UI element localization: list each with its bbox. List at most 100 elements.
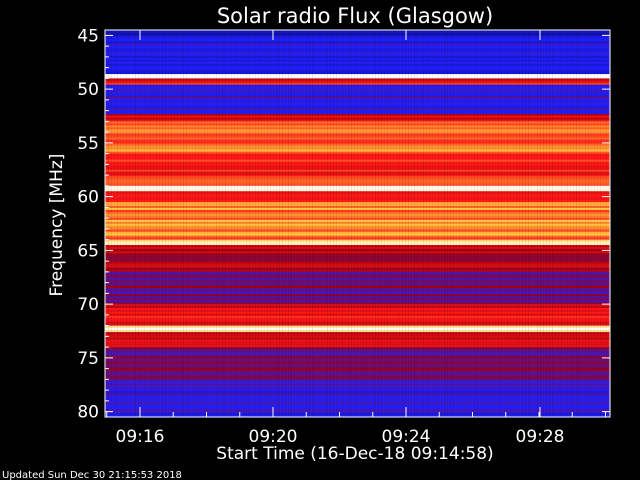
spectrogram-texture	[501, 30, 502, 417]
spectrogram-band-14	[105, 319, 610, 323]
spectrogram-band-13	[105, 288, 610, 291]
spectrogram-texture	[171, 30, 172, 417]
spectrogram-band-13	[105, 290, 610, 293]
spectrogram-band-14	[105, 304, 610, 307]
spectrogram-band-8	[105, 185, 610, 189]
spectrogram-texture	[363, 30, 364, 417]
spectrogram-band-1	[105, 35, 610, 39]
spectrogram-band-13	[105, 294, 610, 297]
spectrogram-band-10	[105, 221, 610, 225]
spectrogram-texture	[120, 30, 121, 417]
spectrogram-texture	[345, 30, 346, 417]
spectrogram-band-13	[105, 292, 610, 295]
spectrogram-band-18	[105, 391, 610, 394]
spectrogram-texture	[276, 30, 277, 417]
spectrogram-texture	[315, 30, 316, 417]
spectrogram-texture	[375, 30, 376, 417]
spectrogram-texture	[498, 30, 499, 417]
spectrogram-band-16	[105, 333, 610, 337]
spectrogram-texture	[570, 30, 571, 417]
spectrogram-band-18	[105, 411, 610, 414]
spectrogram-texture	[111, 30, 112, 417]
spectrogram-texture	[225, 30, 226, 417]
spectrogram-texture	[153, 30, 154, 417]
spectrogram-band-1	[105, 49, 610, 53]
spectrogram-texture	[213, 30, 214, 417]
spectrogram-texture	[252, 30, 253, 417]
spectrogram-band-7	[105, 161, 610, 165]
spectrogram-texture	[510, 30, 511, 417]
spectrogram-band-7	[105, 165, 610, 169]
spectrogram-band-4	[105, 86, 610, 90]
spectrogram-texture	[576, 30, 577, 417]
spectrogram-band-12	[105, 251, 610, 254]
spectrogram-band-1	[105, 51, 610, 55]
spectrogram-texture	[549, 30, 550, 417]
spectrogram-texture	[165, 30, 166, 417]
spectrogram-texture	[531, 30, 532, 417]
spectrogram-band-10	[105, 205, 610, 209]
spectrogram-band-6	[105, 123, 610, 127]
spectrogram-band-10	[105, 213, 610, 217]
spectrogram-band-12	[105, 267, 610, 271]
spectrogram-band-1	[105, 39, 610, 43]
spectrogram-band-11	[105, 243, 610, 246]
spectrogram-band-14	[105, 321, 610, 325]
spectrogram-band-7	[105, 159, 610, 163]
spectrogram-band-9	[105, 193, 610, 197]
spectrogram-band-12	[105, 257, 610, 261]
spectrogram-band-8	[105, 187, 610, 191]
spectrogram-band-18	[105, 393, 610, 396]
spectrogram-texture	[135, 30, 136, 417]
spectrogram-texture	[513, 30, 514, 417]
spectrogram-texture	[258, 30, 259, 417]
spectrogram-band-17	[105, 373, 610, 376]
spectrogram-band-17	[105, 355, 610, 358]
spectrogram-texture	[357, 30, 358, 417]
spectrogram-texture	[456, 30, 457, 417]
spectrogram-band-10	[105, 202, 610, 205]
spectrogram-band-7	[105, 181, 610, 185]
spectrogram-band-13	[105, 302, 610, 305]
spectrogram-band-5	[105, 113, 610, 117]
spectrogram-texture	[318, 30, 319, 417]
spectrogram-band-6	[105, 135, 610, 139]
spectrogram-band-4	[105, 90, 610, 94]
spectrogram-texture	[582, 30, 583, 417]
spectrogram-band-4	[105, 100, 610, 103]
spectrogram-band-12	[105, 247, 610, 250]
spectrogram-band-1	[105, 72, 610, 75]
spectrogram-texture	[114, 30, 115, 417]
spectrogram-band-9	[105, 191, 610, 194]
spectrogram-band-14	[105, 313, 610, 317]
spectrogram-band-14	[105, 309, 610, 313]
spectrogram-texture	[174, 30, 175, 417]
spectrogram-band-6	[105, 137, 610, 141]
spectrogram-band-18	[105, 383, 610, 386]
spectrogram-texture	[288, 30, 289, 417]
spectrogram-texture	[162, 30, 163, 417]
spectrogram-band-16	[105, 332, 610, 335]
spectrogram-texture	[606, 30, 607, 417]
spectrogram-texture	[579, 30, 580, 417]
spectrogram-band-6	[105, 127, 610, 131]
spectrogram-texture	[489, 30, 490, 417]
spectrogram-texture	[402, 30, 403, 417]
spectrogram-texture	[240, 30, 241, 417]
spectrogram-band-10	[105, 217, 610, 221]
spectrogram-texture	[384, 30, 385, 417]
spectrogram-texture	[408, 30, 409, 417]
spectrogram-texture	[246, 30, 247, 417]
spectrogram-band-16	[105, 341, 610, 344]
spectrogram-band-14	[105, 317, 610, 321]
spectrogram-texture	[249, 30, 250, 417]
spectrogram-texture	[435, 30, 436, 417]
spectrogram-texture	[528, 30, 529, 417]
spectrogram-texture	[186, 30, 187, 417]
spectrogram-texture	[177, 30, 178, 417]
spectrogram-band-17	[105, 371, 610, 374]
y-tick-label: 70	[77, 295, 99, 315]
spectrogram-texture	[567, 30, 568, 417]
spectrogram-band-18	[105, 397, 610, 400]
spectrogram-band-9	[105, 199, 610, 203]
